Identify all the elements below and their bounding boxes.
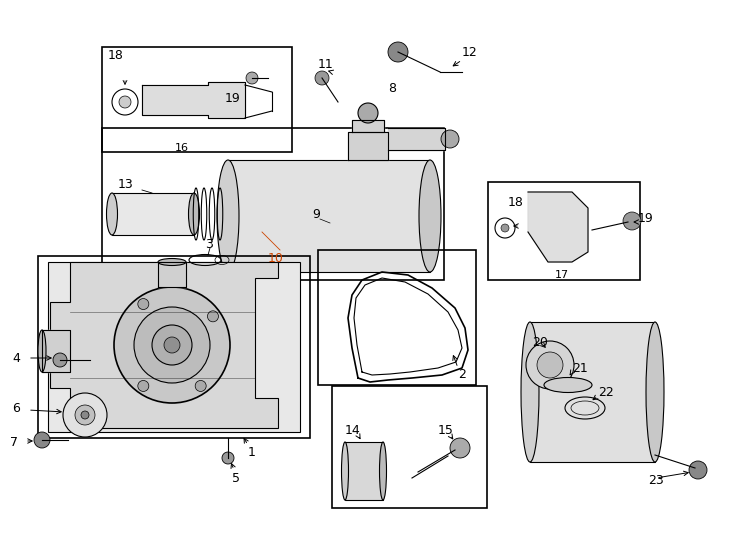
Circle shape	[134, 307, 210, 383]
Polygon shape	[348, 132, 388, 160]
Bar	[38, 256, 310, 438]
Ellipse shape	[38, 330, 46, 372]
Circle shape	[501, 224, 509, 232]
Bar	[530, 322, 655, 462]
Text: 20: 20	[532, 335, 548, 348]
Ellipse shape	[106, 193, 117, 235]
Circle shape	[441, 130, 459, 148]
Bar	[332, 386, 487, 508]
Text: 11: 11	[318, 58, 334, 71]
Text: 2: 2	[458, 368, 466, 381]
Circle shape	[358, 103, 378, 123]
Ellipse shape	[544, 377, 592, 393]
Circle shape	[138, 381, 149, 392]
Circle shape	[623, 212, 641, 230]
Polygon shape	[352, 120, 384, 132]
Text: 22: 22	[598, 386, 614, 399]
Ellipse shape	[521, 322, 539, 462]
Text: 8: 8	[388, 82, 396, 94]
Text: 21: 21	[572, 361, 588, 375]
Polygon shape	[528, 192, 588, 262]
Polygon shape	[388, 128, 445, 150]
Bar	[318, 250, 476, 385]
Circle shape	[119, 96, 131, 108]
Circle shape	[81, 411, 89, 419]
Text: 3: 3	[205, 239, 213, 252]
Text: 12: 12	[462, 45, 478, 58]
Polygon shape	[42, 330, 70, 372]
Circle shape	[208, 311, 219, 322]
Circle shape	[388, 42, 408, 62]
Circle shape	[63, 393, 107, 437]
Circle shape	[114, 287, 230, 403]
Text: 10: 10	[268, 252, 284, 265]
Circle shape	[526, 341, 574, 389]
Circle shape	[164, 337, 180, 353]
Circle shape	[75, 405, 95, 425]
Text: 15: 15	[438, 423, 454, 436]
Bar	[228, 160, 430, 272]
Text: 18: 18	[508, 195, 524, 208]
Ellipse shape	[189, 193, 200, 235]
Polygon shape	[142, 82, 245, 118]
Bar	[112, 193, 194, 235]
Ellipse shape	[158, 259, 186, 266]
Text: 16: 16	[175, 143, 189, 153]
Circle shape	[315, 71, 329, 85]
Ellipse shape	[646, 322, 664, 462]
Circle shape	[152, 325, 192, 365]
Polygon shape	[158, 262, 186, 287]
Text: 17: 17	[555, 270, 569, 280]
Bar	[345, 442, 383, 500]
Bar	[102, 47, 292, 152]
Bar	[48, 262, 300, 432]
Text: 19: 19	[225, 91, 241, 105]
Circle shape	[138, 299, 149, 309]
Circle shape	[450, 438, 470, 458]
Text: 19: 19	[638, 212, 654, 225]
Text: 23: 23	[648, 474, 664, 487]
Text: 1: 1	[248, 446, 256, 458]
Text: 9: 9	[312, 208, 320, 221]
Circle shape	[53, 353, 67, 367]
Text: 13: 13	[118, 179, 134, 192]
Ellipse shape	[379, 442, 387, 500]
Text: 7: 7	[10, 435, 18, 449]
Bar	[488, 182, 640, 280]
Polygon shape	[50, 262, 278, 428]
Circle shape	[222, 452, 234, 464]
Ellipse shape	[341, 442, 349, 500]
Text: 4: 4	[12, 352, 20, 365]
Bar	[102, 128, 444, 280]
Circle shape	[246, 72, 258, 84]
Circle shape	[689, 461, 707, 479]
Text: 14: 14	[345, 423, 360, 436]
Circle shape	[195, 381, 206, 392]
Circle shape	[537, 352, 563, 378]
Ellipse shape	[419, 160, 441, 272]
Text: 6: 6	[12, 402, 20, 415]
Circle shape	[34, 432, 50, 448]
Text: 5: 5	[232, 471, 240, 484]
Ellipse shape	[217, 160, 239, 272]
Text: 18: 18	[108, 49, 124, 62]
